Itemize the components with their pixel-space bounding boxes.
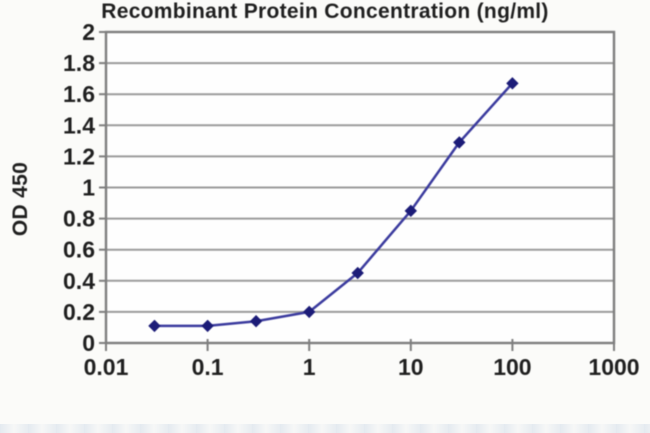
x-axis-title: Recombinant Protein Concentration (ng/ml…	[101, 0, 549, 23]
y-tick-label: 1.8	[63, 50, 95, 76]
data-point-marker	[506, 77, 519, 90]
x-tick-label: 0.01	[84, 354, 129, 380]
y-tick-label: 1.2	[63, 143, 95, 169]
data-point-marker	[404, 204, 418, 218]
y-tick-label: 0.4	[63, 268, 95, 294]
y-tick-label: 0	[82, 330, 95, 356]
y-tick-label: 1.6	[63, 81, 95, 107]
data-point-marker	[249, 315, 263, 328]
y-tick-label: 0.6	[63, 237, 95, 263]
plot-border	[104, 30, 616, 345]
x-tick-label: 10	[398, 354, 424, 380]
y-axis-title: OD 450	[9, 161, 32, 237]
x-tick-label: 1	[303, 354, 316, 380]
x-tick-label: 100	[493, 354, 531, 380]
data-series-line	[153, 82, 514, 328]
y-tick-label: 1.4	[63, 112, 95, 138]
y-tick-label: 2	[82, 19, 95, 45]
y-tick-label: 0.8	[63, 206, 95, 232]
y-tick-label: 1	[82, 175, 95, 201]
data-point-marker	[201, 319, 214, 333]
data-point-marker	[351, 266, 364, 280]
x-tick-label: 0.1	[192, 354, 224, 380]
data-point-marker	[453, 136, 466, 149]
data-point-marker	[148, 319, 161, 333]
x-tick-label: 1000	[588, 354, 639, 380]
jpeg-artifact-band	[0, 424, 650, 433]
y-tick-label: 0.2	[63, 299, 95, 325]
data-point-marker	[302, 305, 316, 319]
